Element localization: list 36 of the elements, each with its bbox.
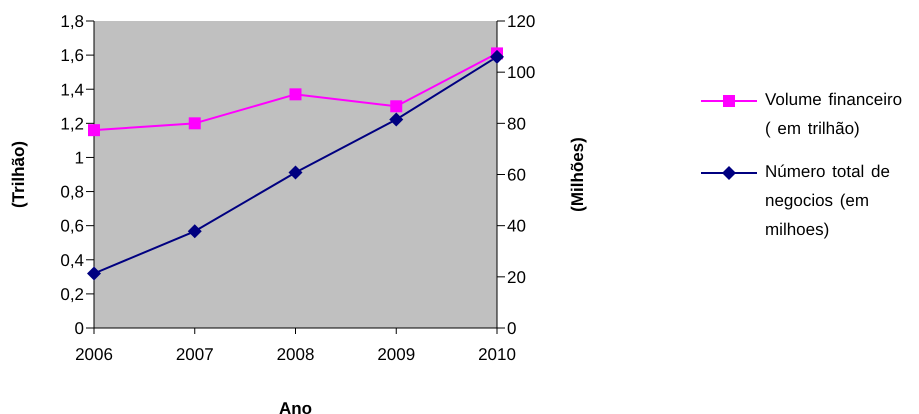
x-tick-label: 2008 — [276, 345, 314, 364]
y2-tick-label: 40 — [507, 216, 526, 236]
point — [390, 100, 402, 112]
y2-tick-label: 100 — [507, 63, 536, 82]
y2-tick-label: 60 — [507, 166, 526, 185]
y-tick-label: 1 — [74, 148, 84, 168]
point — [290, 88, 302, 100]
x-tick-label: 2006 — [75, 345, 113, 364]
y-tick-label: 0 — [74, 319, 84, 338]
legend-label: Volume financeiro ( em trilhão) — [765, 89, 904, 140]
y-tick-label: 1,8 — [60, 12, 84, 32]
point — [288, 165, 302, 180]
y-axis-title: (Trilhão) — [9, 140, 28, 208]
y2-tick-label: 120 — [507, 12, 536, 32]
point — [490, 50, 504, 64]
y-tick-label: 1,4 — [60, 80, 84, 100]
y-tick-label: 0,8 — [60, 182, 84, 202]
point — [87, 266, 101, 281]
y-tick-label: 0,4 — [60, 250, 84, 270]
point — [389, 112, 404, 126]
x-tick-label: 2009 — [377, 345, 416, 364]
point — [188, 117, 201, 130]
x-axis-title: Ano — [278, 399, 312, 414]
y-tick-label: 1,2 — [60, 114, 84, 134]
y-tick-label: 0,2 — [60, 284, 84, 304]
legend-label: Número total de negocios (em milhoes) — [765, 161, 891, 241]
y-tick-label: 1,6 — [60, 46, 84, 66]
point — [188, 224, 202, 238]
y2-tick-label: 0 — [507, 319, 516, 338]
x-tick-label: 2010 — [478, 345, 516, 364]
y2-tick-label: 80 — [507, 114, 526, 134]
y2-axis-title: (Milhões) — [568, 137, 588, 212]
x-tick-label: 2007 — [176, 345, 214, 364]
y-tick-label: 0,6 — [60, 216, 84, 236]
y2-tick-label: 20 — [507, 268, 526, 287]
point — [88, 124, 100, 136]
